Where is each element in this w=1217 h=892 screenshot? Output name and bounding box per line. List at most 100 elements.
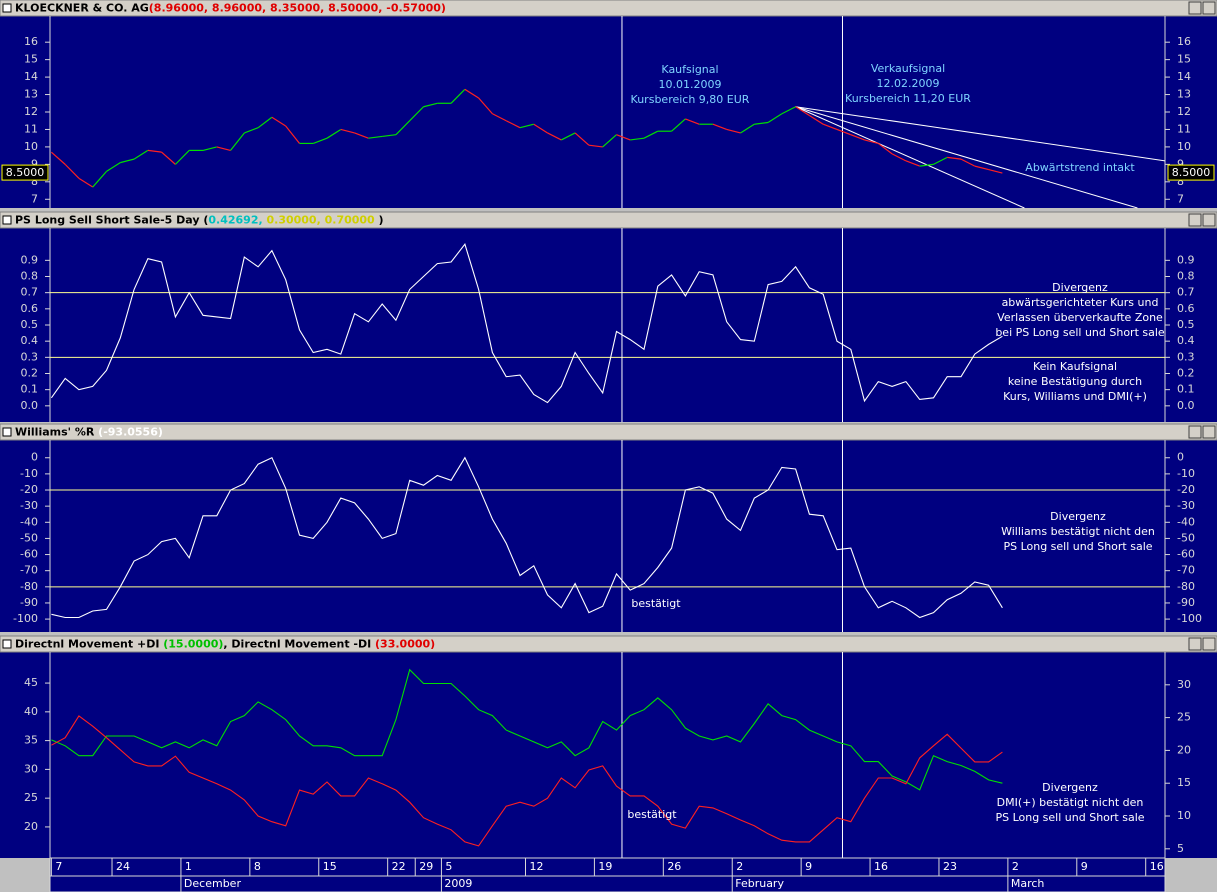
price-segment (423, 102, 438, 108)
y-tick-label: 20 (24, 820, 38, 833)
price-segment (712, 123, 727, 131)
y2-tick-label: 10 (1177, 809, 1191, 822)
x-tick-label: 16 (874, 860, 888, 873)
trend-line (795, 106, 1138, 209)
y-tick-label: 0.0 (21, 399, 39, 412)
maximize-button[interactable] (1202, 1, 1216, 15)
x-tick-label: 9 (805, 860, 812, 873)
y2-tick-label: 0.7 (1177, 286, 1195, 299)
price-segment (671, 118, 686, 132)
last-label-left: 8.5000 (6, 166, 45, 179)
price-segment (588, 144, 603, 148)
y2-tick-label: 12 (1177, 105, 1191, 118)
annotation: PS Long sell und Short sale (995, 811, 1144, 824)
panel-bg (0, 440, 1217, 632)
panel-bg (0, 228, 1217, 422)
y2-tick-label: 7 (1177, 192, 1184, 205)
y2-tick-label: -70 (1177, 564, 1195, 577)
minimize-button[interactable] (1188, 213, 1202, 227)
price-segment (947, 156, 962, 160)
price-segment (64, 163, 80, 179)
panel-title-bar (0, 635, 1217, 653)
minimize-button[interactable] (1188, 637, 1202, 651)
price-segment (836, 128, 851, 136)
y2-tick-label: -30 (1177, 499, 1195, 512)
y2-tick-label: 0.1 (1177, 383, 1195, 396)
panel-title: KLOECKNER & CO. AG(8.96000, 8.96000, 8.3… (15, 2, 446, 15)
y2-tick-label: 0.8 (1177, 270, 1195, 283)
title-part: , Directnl Movement -DI (223, 638, 371, 651)
annotation: Kaufsignal (661, 63, 718, 76)
x-tick-label: 16 (1150, 860, 1164, 873)
panel-title: Directnl Movement +DI (15.0000), Directn… (15, 638, 435, 651)
price-segment (795, 106, 810, 116)
title-part: (33.0000) (371, 638, 435, 651)
minimize-button[interactable] (1188, 1, 1202, 15)
y2-tick-label: -10 (1177, 467, 1195, 480)
maximize-button[interactable] (1202, 425, 1216, 439)
y2-tick-label: -40 (1177, 515, 1195, 528)
y-tick-label: 0.7 (21, 286, 39, 299)
x-tick-label: 19 (598, 860, 612, 873)
panel-icon (2, 215, 12, 225)
x-tick-label: 7 (55, 860, 62, 873)
price-segment (726, 128, 741, 134)
minimize-button[interactable] (1188, 425, 1202, 439)
panel-bg (0, 652, 1217, 858)
price-segment (326, 128, 342, 139)
y2-tick-label: 30 (1177, 678, 1191, 691)
annotation: Kursbereich 9,80 EUR (631, 93, 750, 106)
month-label: December (184, 877, 242, 890)
annotation: Kursbereich 11,20 EUR (845, 92, 971, 105)
price-segment (106, 162, 121, 172)
indicator-line (51, 456, 1003, 619)
price-segment (561, 132, 576, 141)
panel-title-bar (0, 0, 1217, 17)
y2-tick-label: 0.6 (1177, 302, 1195, 315)
price-segment (519, 123, 534, 129)
price-segment (960, 158, 976, 167)
price-segment (822, 123, 838, 131)
price-segment (147, 149, 162, 153)
y-tick-label: 0.4 (21, 334, 39, 347)
price-segment (409, 106, 424, 122)
title-part: Williams' %R (15, 426, 95, 439)
title-part: (15.0000) (159, 638, 223, 651)
annotation: Verlassen überverkaufte Zone (997, 311, 1163, 324)
y-tick-label: 16 (24, 35, 38, 48)
title-part: (8.96000, 8.96000, 8.35000, 8.50000, -0.… (149, 2, 446, 15)
annotation: bei PS Long sell und Short sale (995, 326, 1165, 339)
y-tick-label: 0.6 (21, 302, 39, 315)
y-tick-label: 0.8 (21, 270, 39, 283)
x-tick-label: 2 (1012, 860, 1019, 873)
x-tick-label: 26 (667, 860, 681, 873)
y-tick-label: -80 (20, 580, 38, 593)
month-label: February (735, 877, 784, 890)
maximize-button[interactable] (1202, 637, 1216, 651)
y-tick-label: 11 (24, 122, 38, 135)
y-tick-label: 0.9 (21, 253, 39, 266)
price-segment (285, 125, 300, 144)
price-segment (754, 121, 769, 125)
price-segment (174, 149, 190, 165)
y2-tick-label: 13 (1177, 88, 1191, 101)
panel-icon (2, 639, 12, 649)
title-part: 0.70000 (321, 214, 375, 227)
price-segment (230, 132, 245, 151)
y2-tick-label: 15 (1177, 53, 1191, 66)
y2-tick-label: 25 (1177, 711, 1191, 724)
annotation: Divergenz (1042, 781, 1098, 794)
price-segment (933, 156, 948, 165)
y-tick-label: -70 (20, 564, 38, 577)
x-tick-label: 5 (445, 860, 452, 873)
price-segment (50, 151, 66, 165)
y-tick-label: 14 (24, 70, 38, 83)
y2-tick-label: 20 (1177, 743, 1191, 756)
price-segment (78, 177, 94, 188)
maximize-button[interactable] (1202, 213, 1216, 227)
price-segment (340, 128, 355, 134)
y-tick-label: 0.5 (21, 318, 39, 331)
annotation: Kurs, Williams und DMI(+) (1003, 390, 1147, 403)
y2-tick-label: 15 (1177, 776, 1191, 789)
